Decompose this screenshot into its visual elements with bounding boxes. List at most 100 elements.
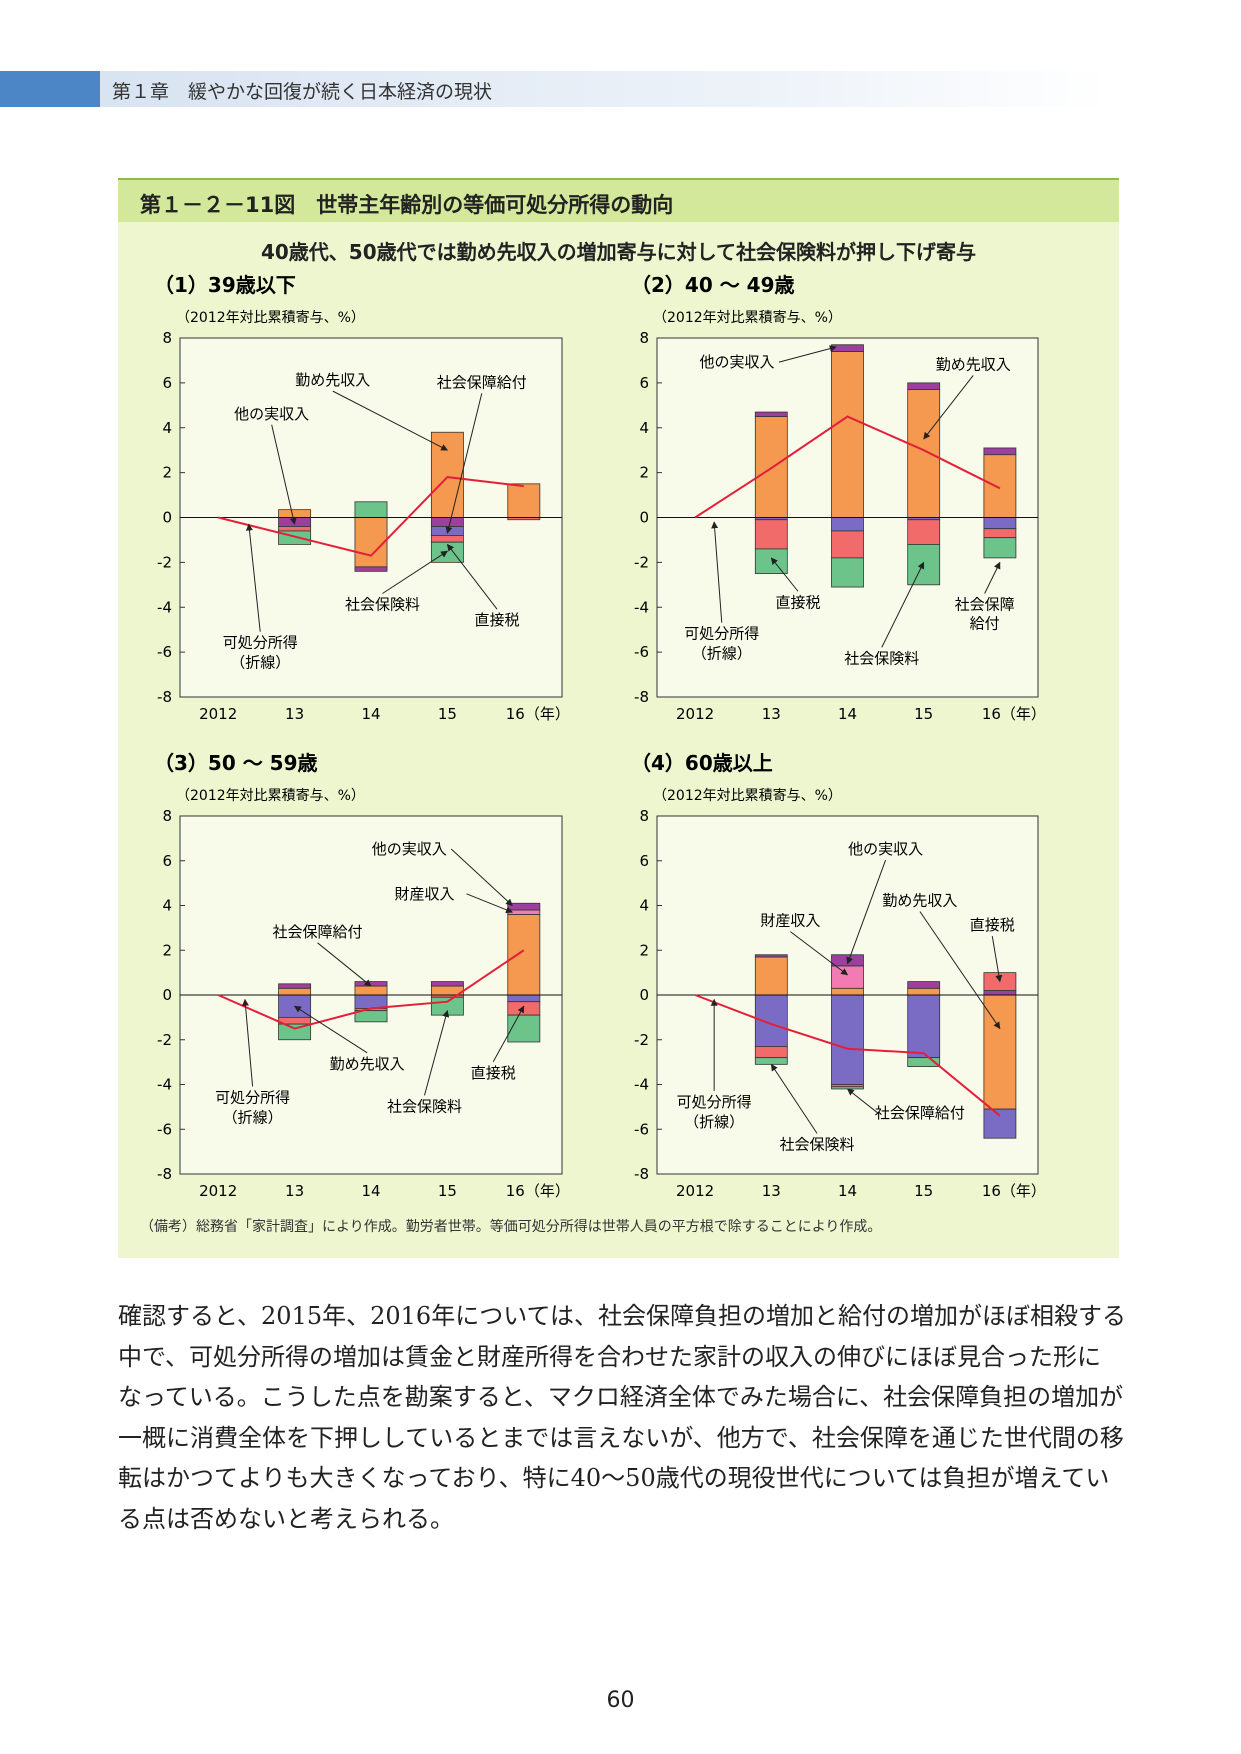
bar-segment [907,382,941,391]
chart: （2）40 ～ 49歳 （2012年対比累積寄与、%） -8 -6 -4 -2 0 2 4 6 8 2… [631,273,1046,723]
bar-segment [983,990,1017,996]
body-line: 中で、可処分所得の増加は賃金と財産所得を合わせた家計の収入の伸びにほぼ見合った形… [118,1342,1102,1371]
bar-segment [278,983,312,989]
bar-segment [354,994,388,1009]
x-tick-label: 2012 [676,1182,714,1200]
annotation-arrow [317,942,372,987]
annotation: 他の実収入 [234,405,309,423]
annotation: 社会保障給付 [273,923,363,941]
annotation: 社会保険料 [844,649,919,667]
bar-segment [754,956,788,996]
annotation: 可処分所得 [223,634,298,652]
annotation-arrow [382,550,448,594]
x-tick-label: 13 [762,1182,781,1200]
x-tick-label: 2012 [676,705,714,723]
bar-segment [430,535,464,543]
bar-segment [907,519,941,545]
x-tick-label: 16（年） [982,705,1046,723]
line-series [217,949,525,1030]
body-text: 確認すると、2015年、2016年については、社会保障負担の増加と給付の増加がほ… [118,1296,1128,1539]
header-block [0,71,100,107]
annotation: 勤め先収入 [882,892,957,910]
annotation-arrow [423,1009,450,1096]
bar-segment [507,914,541,996]
page-number: 60 [606,1688,635,1713]
bar-segment [831,344,864,352]
chart: （4）60歳以上 （2012年対比累積寄与、%） -8 -6 -4 -2 0 2 4 6 8 2012… [631,751,1046,1200]
annotation-arrow [846,1088,879,1114]
y-tick-label: -2 [634,553,649,571]
annotation: 可処分所得 [684,625,759,643]
bar-segment [983,528,1017,539]
y-tick-label: 2 [639,941,649,959]
annotation: 勤め先収入 [330,1055,405,1073]
bar-segment [507,909,541,915]
annotation-arrow [790,931,849,976]
bar-segment [430,517,464,527]
y-tick-label: 8 [639,807,649,825]
x-tick-label: 14 [838,705,857,723]
x-tick-label: 13 [285,1182,304,1200]
annotation: 他の実収入 [848,840,923,858]
y-tick-label: -2 [157,1031,172,1049]
annotation: 勤め先収入 [936,355,1011,373]
running-header: 第１章 緩やかな回復が続く日本経済の現状 [0,71,1110,107]
annotation: 社会保険料 [780,1135,855,1153]
bar-segment [831,557,864,588]
body-line: 一概に消費全体を下押ししているとまでは言えないが、他方で、社会保障を通じた世代間… [118,1423,1124,1452]
annotation: 直接税 [475,611,520,629]
y-tick-label: 4 [162,419,172,437]
y-tick-label: 0 [639,509,649,527]
bar-segment [907,544,941,586]
bar-segment [354,517,388,568]
annotation-arrow [881,561,925,648]
annotation: 社会保険料 [387,1097,462,1115]
y-tick-label: -6 [634,643,649,661]
bar-segment [278,517,312,527]
y-axis-label: （2012年対比累積寄与、%） [653,310,842,326]
body-line: 確認すると、2015年、2016年については、社会保障負担の増加と給付の増加がほ… [118,1302,1126,1330]
annotation: 財産収入 [760,912,820,930]
annotation-arrow [446,543,498,610]
x-tick-label: 16（年） [506,1182,570,1200]
annotation-arrow [245,523,261,632]
annotation: 直接税 [970,916,1015,934]
annotation-arrow [919,911,1001,1030]
x-tick-label: 15 [438,1182,457,1200]
y-tick-label: -4 [157,1076,172,1094]
annotation: 直接税 [775,593,820,611]
y-tick-label: -4 [634,1076,649,1094]
bar-segment [983,454,1017,518]
y-tick-label: 6 [162,852,172,870]
x-tick-label: 13 [762,705,781,723]
bar-segment [278,987,312,996]
y-tick-label: 0 [162,986,172,1004]
x-tick-label: 2012 [199,1182,237,1200]
annotation-arrow [294,1005,368,1054]
figure-panel: 第１－２－11図 世帯主年齢別の等価可処分所得の動向 40歳代、50歳代では勤め… [118,178,1119,1258]
y-tick-label: -4 [634,598,649,616]
bar-segment [983,537,1017,559]
y-tick-label: -8 [157,688,172,706]
figure-title: 第１－２－11図 世帯主年齢別の等価可処分所得の動向 [118,178,1119,222]
bar-segment [831,954,864,967]
bar-segment [507,483,541,518]
y-tick-label: 4 [162,897,172,915]
annotation-note: （折線） [230,654,290,672]
x-tick-label: 16（年） [506,705,570,723]
chart: （1）39歳以下 （2012年対比累積寄与、%） -8 -6 -4 -2 0 2 4 6 8 2012… [154,273,570,723]
y-tick-label: -8 [157,1165,172,1183]
annotation: 可処分所得 [215,1088,290,1106]
bar-segment [831,965,864,989]
bar-segment [754,548,788,574]
y-tick-label: -8 [634,1165,649,1183]
bar-segment [430,981,464,987]
line-series [217,476,524,557]
y-tick-label: 4 [639,897,649,915]
y-tick-label: 8 [639,329,649,347]
bar-segment [278,509,312,518]
figure-subtitle: 40歳代、50歳代では勤め先収入の増加寄与に対して社会保険料が押し下げ寄与 [260,240,977,264]
x-tick-label: 14 [838,1182,857,1200]
bar-segment [430,431,464,518]
